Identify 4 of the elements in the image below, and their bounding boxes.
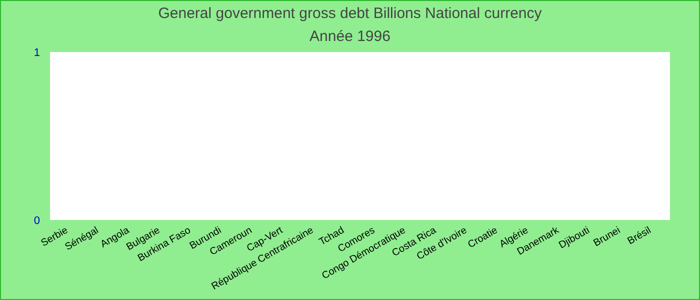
chart-title: General government gross debt Billions National currency [158, 5, 542, 22]
y-tick-label: 1 [34, 46, 40, 59]
y-tick-label: 0 [34, 214, 40, 227]
chart-subtitle: Année 1996 [310, 28, 390, 45]
